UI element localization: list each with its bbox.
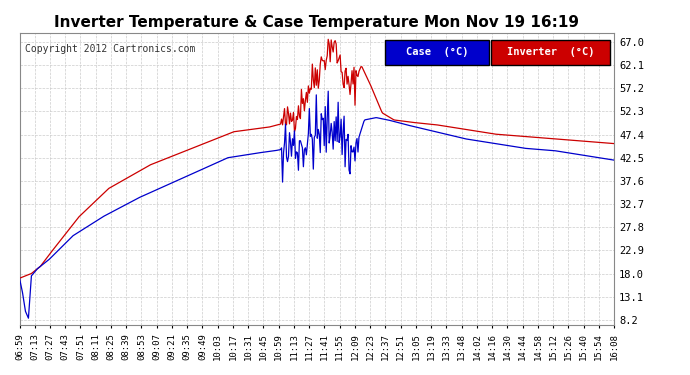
Text: Copyright 2012 Cartronics.com: Copyright 2012 Cartronics.com	[26, 44, 196, 54]
FancyBboxPatch shape	[491, 40, 610, 65]
Text: Inverter  (°C): Inverter (°C)	[506, 48, 594, 57]
Title: Inverter Temperature & Case Temperature Mon Nov 19 16:19: Inverter Temperature & Case Temperature …	[55, 15, 580, 30]
FancyBboxPatch shape	[385, 40, 489, 65]
Text: Case  (°C): Case (°C)	[406, 48, 468, 57]
